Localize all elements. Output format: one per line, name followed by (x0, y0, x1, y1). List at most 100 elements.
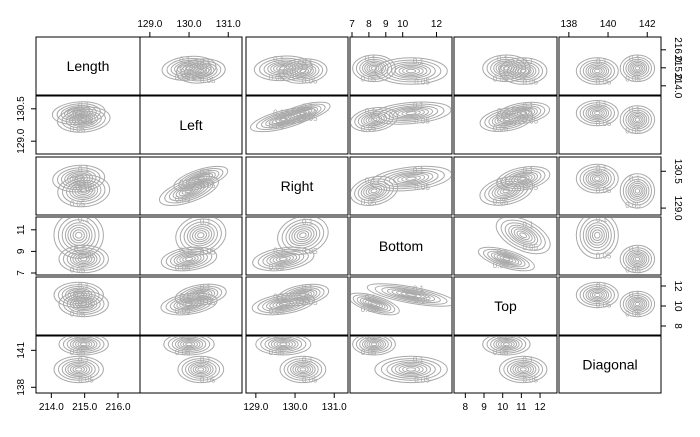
contour-line (499, 255, 514, 263)
contour-level-label: 0.05 (269, 348, 285, 357)
density-contours: 0.050.10.050.1 (575, 163, 656, 210)
panel-length-vs-diagonal: 0.05 0.1 0.05 0.1 (558, 36, 662, 96)
contour-line (176, 253, 202, 265)
panel-frame (349, 335, 453, 394)
contour-level-label: 0.1 (629, 105, 641, 114)
contour-line (354, 109, 394, 130)
panel-right-vs-length: 0.050.10.050.1 (35, 156, 141, 216)
contour-line (67, 363, 90, 376)
tick-label: 12 (534, 402, 546, 413)
contour-level-label: 0.1 (200, 168, 212, 177)
panel-bottom-vs-right: 0.05 0.1 0.05 0.1 (245, 216, 349, 276)
contour-line (619, 244, 656, 274)
density-contours: 0.050.10.050.1 (160, 283, 227, 316)
top-axis-diagonal: 138 140 142 (560, 19, 656, 38)
tick-label: 130.5 (16, 96, 27, 121)
contour-line (368, 64, 380, 72)
contour-line (299, 232, 307, 239)
contour-line (582, 104, 612, 122)
tick-label: 8 (366, 19, 372, 30)
contour-line (370, 342, 378, 347)
contour-line (622, 176, 653, 206)
contour-line (293, 290, 312, 300)
contour-line (60, 104, 97, 122)
contour-line (163, 337, 215, 356)
contour-level-label: 0.05 (625, 310, 641, 319)
contour-line (632, 115, 642, 124)
density-contours: 0.050.10.050.1 (477, 218, 551, 272)
contour-level-label: 0.05 (302, 114, 318, 123)
panel-bottom-vs-top: 0.05 0.1 0.05 0.1 (453, 216, 558, 276)
contour-line (266, 252, 301, 266)
contour-line (370, 66, 378, 71)
contour-line (514, 364, 532, 375)
contour-line (391, 361, 432, 377)
contour-level-label: 0.1 (497, 107, 509, 116)
contour-line (380, 59, 442, 83)
contour-line (627, 111, 648, 128)
contour-line (513, 108, 533, 118)
contour-level-label: 0.05 (493, 124, 509, 133)
contour-line (184, 256, 194, 262)
density-contours: 0.050.10.050.1 (351, 165, 451, 207)
contour-level-label: 0.1 (200, 283, 212, 292)
contour-line (66, 107, 91, 119)
panel-frame (245, 216, 349, 276)
contour-level-label: 0.05 (414, 77, 430, 86)
contour-level-label: 0.1 (413, 57, 425, 66)
tick-label: 131.0 (216, 19, 241, 30)
contour-level-label: 0.1 (629, 245, 641, 254)
panel-frame (558, 216, 662, 276)
contour-line (619, 54, 656, 83)
contour-line (634, 301, 641, 307)
contour-line (282, 60, 324, 82)
contour-line (75, 367, 83, 372)
density-contours: 0.050.10.050.1 (575, 100, 656, 136)
contour-line (589, 108, 605, 118)
contour-line (287, 106, 319, 120)
contour-line (64, 222, 93, 249)
contour-line (370, 165, 451, 192)
contour-level-label: 0.1 (497, 177, 509, 186)
contour-line (386, 288, 436, 302)
contour-line (66, 172, 91, 185)
contour-line (589, 173, 605, 184)
contour-line (288, 224, 318, 247)
tick-label: 11 (16, 224, 27, 235)
tick-label: 8 (672, 323, 683, 329)
contour-line (291, 289, 315, 301)
tick-label: 142 (639, 19, 656, 30)
contour-line (58, 337, 109, 356)
contour-line (53, 218, 104, 259)
contour-level-label: 0.05 (414, 296, 430, 305)
contour-level-label: 0.1 (596, 100, 608, 109)
panel-bottom-vs-length: 0.050.10.050.1 (35, 216, 141, 276)
contour-line (482, 248, 530, 270)
contour-line (276, 283, 330, 307)
panel-frame (349, 156, 453, 216)
contour-level-label: 0.05 (200, 181, 216, 190)
contour-level-label: 0.1 (596, 282, 608, 291)
contour-line (634, 188, 641, 194)
contour-line (183, 62, 218, 80)
contour-line (629, 113, 646, 127)
panel-length-vs-length: Length (35, 36, 141, 96)
contour-line (195, 365, 207, 373)
contour-line (374, 57, 448, 85)
contour-line (482, 337, 531, 356)
contour-line (631, 253, 644, 265)
tick-label: 129.0 (16, 128, 27, 153)
panel-left-vs-diagonal: 0.05 0.1 0.05 0.1 (558, 95, 662, 155)
contour-line (357, 180, 391, 202)
contour-line (298, 111, 307, 115)
contour-line (368, 116, 380, 123)
contour-level-label: 0.1 (78, 356, 90, 365)
contour-line (582, 61, 612, 81)
contour-line (629, 298, 646, 310)
contour-line (508, 106, 538, 120)
contour-line (72, 229, 85, 241)
contour-line (278, 58, 328, 84)
contour-line (262, 296, 305, 312)
contour-line (582, 168, 612, 189)
